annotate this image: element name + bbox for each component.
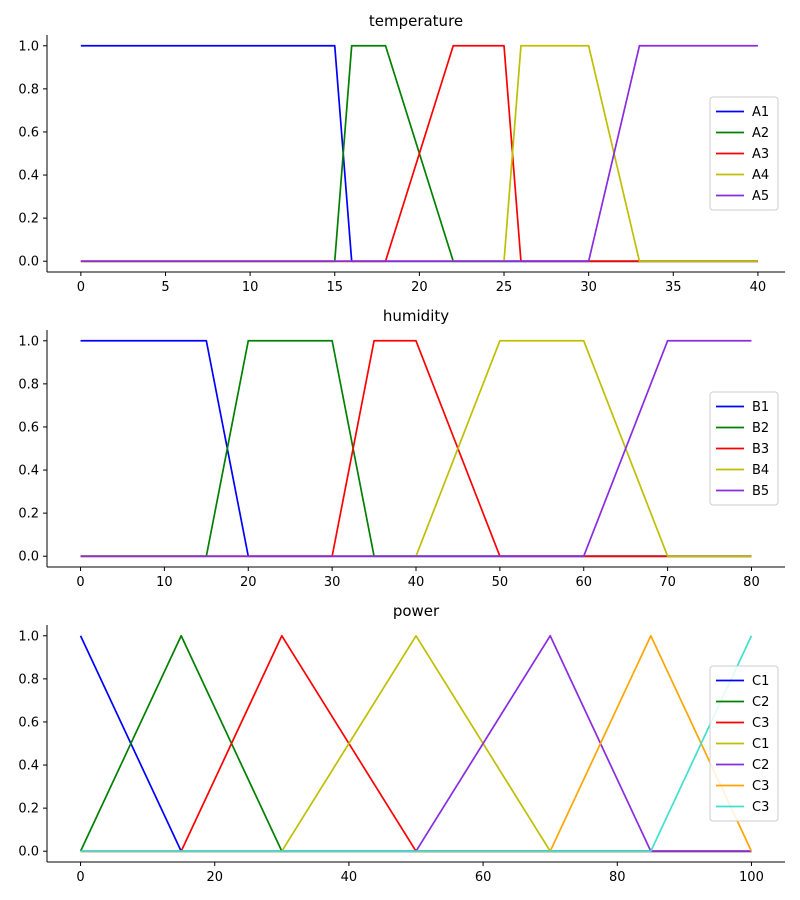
legend-label: B1: [752, 400, 769, 415]
series-line-c1-0: [79, 635, 752, 853]
legend-label: C2: [752, 695, 769, 710]
series-line-c3-6: [80, 635, 753, 853]
x-tick-label: 20: [240, 575, 257, 590]
y-tick-label: 0.8: [18, 377, 39, 392]
legend-label: A3: [752, 147, 769, 162]
y-tick-label: 0.0: [18, 550, 39, 565]
series-line-b3-2: [80, 339, 752, 558]
x-tick-label: 20: [206, 870, 223, 885]
x-tick-label: 70: [659, 575, 676, 590]
x-tick-label: 100: [739, 870, 764, 885]
x-tick-label: 10: [242, 280, 259, 295]
x-tick-label: 50: [492, 575, 509, 590]
x-tick-label: 10: [156, 575, 173, 590]
x-tick-label: 60: [475, 870, 492, 885]
x-tick-label: 40: [341, 870, 358, 885]
x-tick-label: 0: [76, 870, 84, 885]
x-tick-label: 5: [161, 280, 169, 295]
legend-label: A1: [752, 105, 769, 120]
legend-label: B2: [752, 421, 769, 436]
series-line-b1-0: [80, 339, 752, 558]
legend: C1 C2 C3 C1 C2 C3 C3: [709, 665, 779, 822]
legend-label: B4: [752, 463, 769, 478]
legend: B1 B2 B3 B4 B5: [709, 391, 779, 506]
x-tick-label: 0: [76, 575, 84, 590]
legend-label: A4: [752, 168, 769, 183]
x-tick-label: 15: [326, 280, 343, 295]
y-tick-label: 0.8: [18, 82, 39, 97]
legend-label: C1: [752, 674, 769, 689]
x-tick-label: 20: [411, 280, 428, 295]
x-tick-label: 40: [750, 280, 767, 295]
x-tick-label: 40: [408, 575, 425, 590]
x-tick-label: 80: [609, 870, 626, 885]
series-line-c2-1: [79, 634, 752, 853]
series-line-b2-1: [80, 339, 752, 558]
series-line-c3-2: [80, 634, 752, 853]
series-line-c2-4: [80, 634, 752, 853]
legend-label: B3: [752, 442, 769, 457]
series-line-c3-5: [80, 634, 753, 853]
y-tick-label: 0.4: [18, 759, 39, 774]
x-tick-label: 30: [324, 575, 341, 590]
legend-label: A2: [752, 126, 769, 141]
legend: A1 A2 A3 A4 A5: [709, 96, 779, 211]
chart-title: temperature: [369, 12, 463, 30]
legend-label: C3: [752, 800, 769, 815]
x-tick-label: 0: [77, 280, 85, 295]
legend-label: B5: [752, 484, 769, 499]
y-tick-label: 1.0: [18, 39, 39, 54]
y-tick-label: 0.6: [18, 420, 39, 435]
series-line-b4-3: [80, 339, 752, 558]
y-tick-label: 0.2: [18, 212, 39, 227]
x-tick-label: 30: [580, 280, 597, 295]
y-tick-label: 0.4: [18, 169, 39, 184]
y-tick-label: 0.4: [18, 464, 39, 479]
chart-panel-humidity: humidity 0.0 0.2 0.4 0.6 0.8 1.0 0 10 20 30 40 50 60 7…: [18, 307, 785, 590]
series-line-c1-3: [80, 634, 752, 853]
series-line-a5-4: [80, 44, 758, 263]
y-tick-label: 1.0: [18, 334, 39, 349]
y-tick-label: 0.2: [18, 802, 39, 817]
x-tick-label: 25: [496, 280, 513, 295]
chart-panel-temperature: temperature 0.0 0.2 0.4 0.6 0.8 1.0 0 5 10 15 20 25 3…: [18, 12, 785, 295]
series-line-a3-2: [80, 44, 758, 263]
legend-label: A5: [752, 189, 769, 204]
x-tick-label: 35: [665, 280, 682, 295]
y-tick-label: 0.6: [18, 715, 39, 730]
x-tick-label: 60: [575, 575, 592, 590]
legend-label: C3: [752, 716, 769, 731]
y-tick-label: 0.0: [18, 845, 39, 860]
y-tick-label: 0.2: [18, 507, 39, 522]
y-tick-label: 0.0: [18, 255, 39, 270]
series-line-b5-4: [80, 339, 752, 558]
y-tick-label: 0.6: [18, 125, 39, 140]
chart-title: humidity: [383, 307, 449, 325]
y-tick-label: 0.8: [18, 672, 39, 687]
legend-label: C2: [752, 758, 769, 773]
x-tick-label: 80: [743, 575, 760, 590]
chart-title: power: [393, 602, 440, 620]
legend-label: C3: [752, 779, 769, 794]
y-tick-label: 1.0: [18, 629, 39, 644]
legend-label: C1: [752, 737, 769, 752]
